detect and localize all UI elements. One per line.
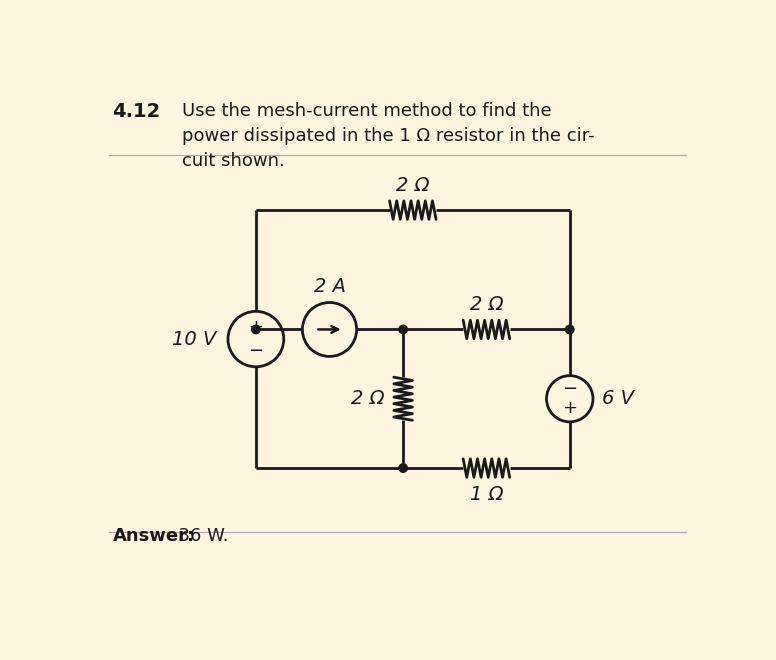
Text: 6 V: 6 V xyxy=(602,389,634,409)
Circle shape xyxy=(399,464,407,473)
Text: −: − xyxy=(248,342,263,360)
Text: −: − xyxy=(562,380,577,398)
Text: 2 A: 2 A xyxy=(314,277,345,296)
Text: +: + xyxy=(248,318,263,337)
Text: 4.12: 4.12 xyxy=(113,102,161,121)
Circle shape xyxy=(566,325,574,334)
Text: 2 Ω: 2 Ω xyxy=(396,176,430,195)
Text: 10 V: 10 V xyxy=(172,329,217,348)
Text: Use the mesh-current method to find the
power dissipated in the 1 Ω resistor in : Use the mesh-current method to find the … xyxy=(182,102,595,170)
Circle shape xyxy=(251,325,260,334)
Circle shape xyxy=(399,325,407,334)
Text: 1 Ω: 1 Ω xyxy=(469,485,503,504)
Text: Answer:: Answer: xyxy=(113,527,195,545)
Text: 2 Ω: 2 Ω xyxy=(469,295,503,314)
Text: 2 Ω: 2 Ω xyxy=(351,389,385,409)
Text: +: + xyxy=(563,399,577,418)
Text: 36 W.: 36 W. xyxy=(167,527,228,545)
